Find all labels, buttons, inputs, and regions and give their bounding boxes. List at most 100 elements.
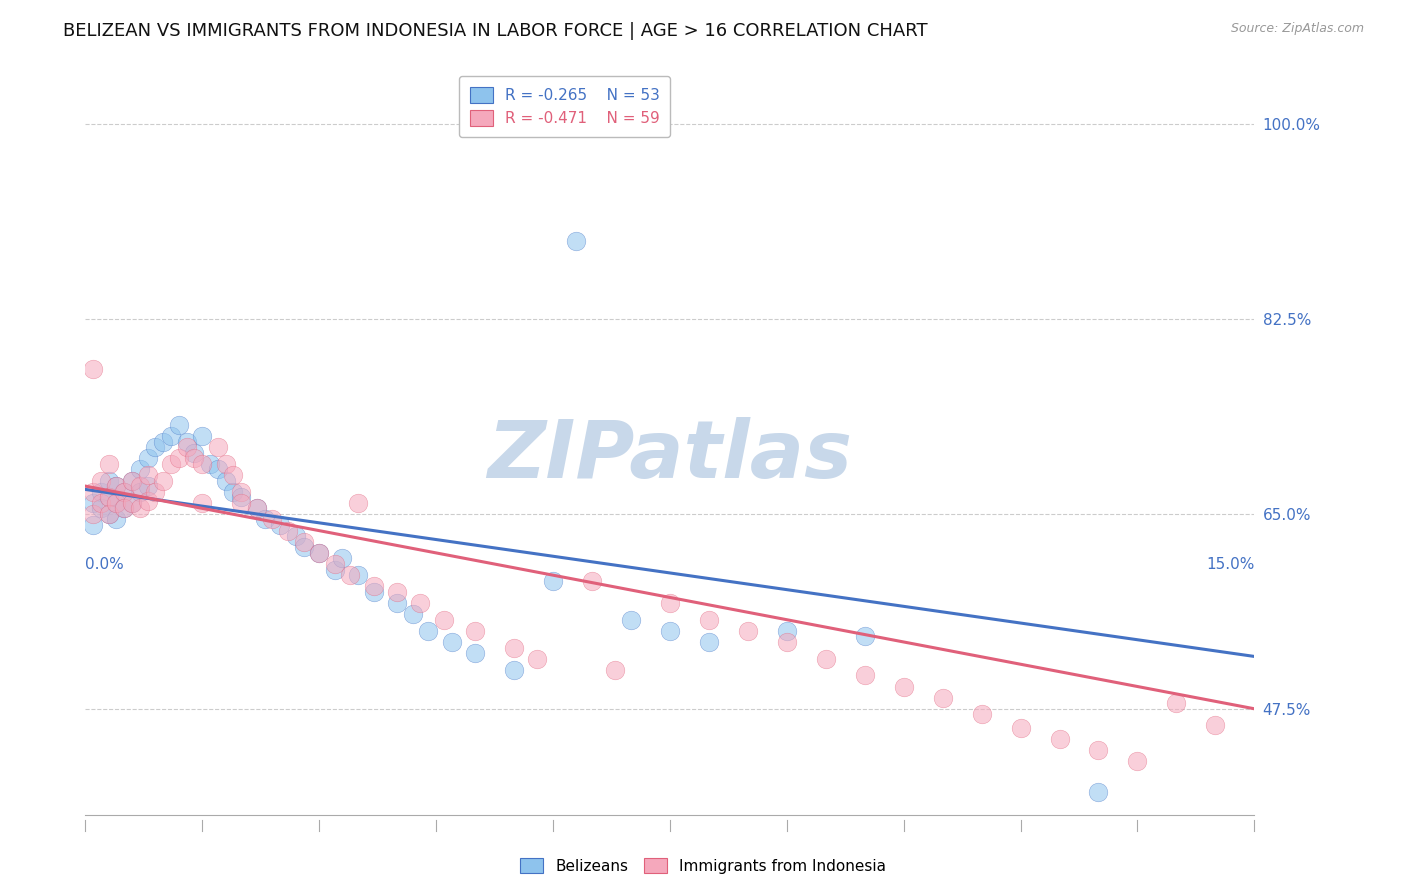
Point [207, 462, 229, 476]
Point [136, 493, 159, 508]
Point [581, 574, 603, 588]
Point [853, 668, 876, 682]
Point [112, 484, 135, 499]
Text: BELIZEAN VS IMMIGRANTS FROM INDONESIA IN LABOR FORCE | AGE > 16 CORRELATION CHAR: BELIZEAN VS IMMIGRANTS FROM INDONESIA IN… [63, 22, 928, 40]
Point [246, 501, 269, 516]
Point [1166, 696, 1188, 710]
Point [90, 484, 112, 499]
Point [82, 496, 104, 510]
Point [970, 707, 993, 722]
Point [105, 479, 128, 493]
Point [332, 551, 354, 566]
Point [136, 451, 159, 466]
Point [231, 490, 253, 504]
Point [231, 484, 253, 499]
Point [176, 434, 198, 449]
Point [176, 440, 198, 454]
Point [214, 474, 236, 488]
Point [136, 467, 159, 482]
Point [145, 484, 167, 499]
Text: 15.0%: 15.0% [1206, 558, 1254, 572]
Point [112, 501, 135, 516]
Point [814, 651, 837, 665]
Point [464, 624, 486, 638]
Point [697, 613, 720, 627]
Point [323, 563, 346, 577]
Point [853, 629, 876, 643]
Point [658, 596, 681, 610]
Point [214, 457, 236, 471]
Point [128, 484, 150, 499]
Point [931, 690, 953, 705]
Point [503, 640, 526, 655]
Point [112, 501, 135, 516]
Point [82, 484, 104, 499]
Point [112, 484, 135, 499]
Point [121, 496, 143, 510]
Point [160, 429, 183, 443]
Point [160, 457, 183, 471]
Point [418, 624, 440, 638]
Legend: R = -0.265    N = 53, R = -0.471    N = 59: R = -0.265 N = 53, R = -0.471 N = 59 [458, 76, 671, 137]
Point [1126, 754, 1149, 768]
Point [145, 440, 167, 454]
Point [262, 512, 284, 526]
Text: Source: ZipAtlas.com: Source: ZipAtlas.com [1230, 22, 1364, 36]
Point [409, 596, 432, 610]
Point [191, 429, 214, 443]
Point [105, 479, 128, 493]
Point [253, 512, 276, 526]
Point [152, 474, 174, 488]
Point [97, 490, 120, 504]
Point [97, 507, 120, 521]
Point [191, 496, 214, 510]
Point [183, 445, 205, 459]
Point [97, 490, 120, 504]
Point [128, 462, 150, 476]
Point [82, 362, 104, 376]
Point [308, 546, 330, 560]
Point [605, 663, 627, 677]
Point [167, 417, 190, 432]
Point [152, 434, 174, 449]
Point [82, 518, 104, 533]
Point [222, 467, 245, 482]
Point [363, 585, 385, 599]
Point [526, 651, 548, 665]
Point [620, 613, 643, 627]
Point [105, 496, 128, 510]
Point [323, 557, 346, 571]
Point [82, 507, 104, 521]
Point [167, 451, 190, 466]
Point [97, 457, 120, 471]
Point [207, 440, 229, 454]
Point [347, 568, 370, 582]
Point [121, 474, 143, 488]
Point [440, 635, 463, 649]
Point [1087, 785, 1109, 799]
Legend: Belizeans, Immigrants from Indonesia: Belizeans, Immigrants from Indonesia [515, 852, 891, 880]
Point [97, 474, 120, 488]
Point [136, 479, 159, 493]
Point [292, 534, 315, 549]
Point [339, 568, 361, 582]
Point [105, 512, 128, 526]
Point [776, 624, 799, 638]
Point [893, 680, 915, 694]
Point [1010, 721, 1032, 735]
Point [183, 451, 205, 466]
Point [292, 541, 315, 555]
Point [541, 574, 564, 588]
Point [90, 496, 112, 510]
Point [121, 496, 143, 510]
Point [776, 635, 799, 649]
Point [737, 624, 759, 638]
Text: ZIPatlas: ZIPatlas [488, 417, 852, 495]
Point [90, 501, 112, 516]
Point [1049, 731, 1071, 746]
Point [385, 596, 408, 610]
Point [121, 474, 143, 488]
Point [277, 524, 299, 538]
Point [697, 635, 720, 649]
Point [565, 234, 588, 248]
